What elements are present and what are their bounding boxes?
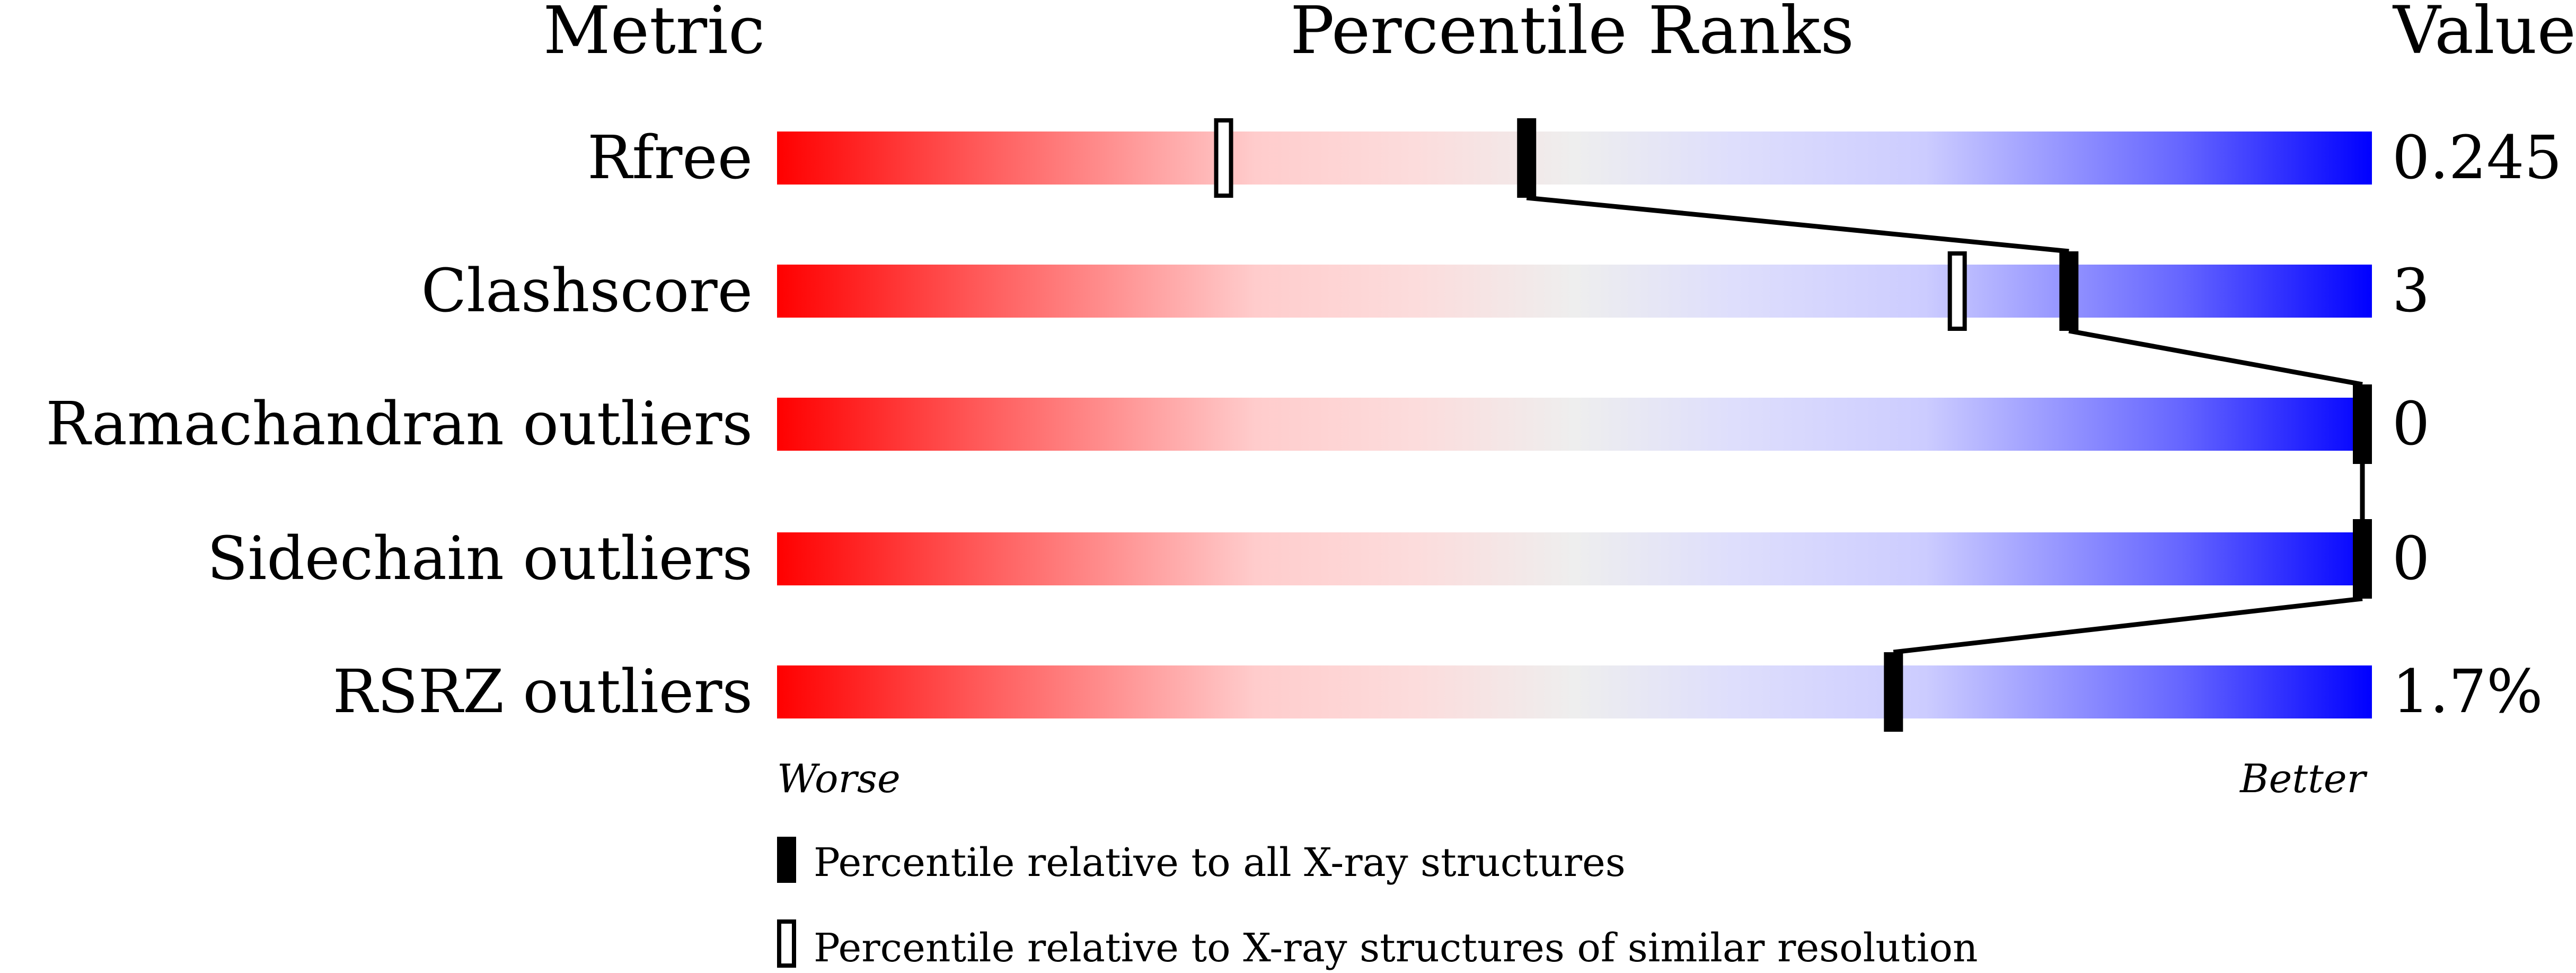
metric-label: RSRZ outliers <box>333 658 753 726</box>
legend-open-marker <box>777 919 796 968</box>
similar-resolution-marker <box>1214 118 1233 198</box>
header-value: Value <box>2392 0 2576 69</box>
header-metric: Metric <box>543 0 765 69</box>
all-structures-marker <box>2353 519 2372 599</box>
better-label: Better <box>2239 756 2368 802</box>
legend-filled-marker <box>777 837 796 883</box>
all-structures-marker <box>2353 384 2372 464</box>
similar-resolution-marker <box>1947 251 1967 331</box>
all-structures-marker <box>2059 251 2079 331</box>
connector-line <box>1526 195 2069 254</box>
legend-open-label: Percentile relative to X-ray structures … <box>814 925 1978 971</box>
legend-filled-label: Percentile relative to all X-ray structu… <box>814 840 1626 886</box>
metric-label: Clashscore <box>421 257 753 326</box>
connector-line <box>2068 328 2363 387</box>
all-structures-marker <box>1884 652 1903 732</box>
worse-label: Worse <box>777 756 901 802</box>
percentile-bar <box>777 665 2372 718</box>
metric-value: 0 <box>2392 524 2430 593</box>
percentile-bar <box>777 132 2372 185</box>
all-structures-marker <box>1517 118 1537 198</box>
metric-label: Rfree <box>587 124 753 192</box>
metric-value: 0 <box>2392 390 2430 459</box>
metric-value: 3 <box>2392 257 2430 326</box>
metric-value: 0.245 <box>2392 124 2562 192</box>
metric-value: 1.7% <box>2392 658 2543 726</box>
header-percentile-ranks: Percentile Ranks <box>1290 0 1854 69</box>
percentile-bar <box>777 398 2372 451</box>
metric-label: Sidechain outliers <box>207 524 753 593</box>
connector-line <box>1893 596 2363 655</box>
percentile-bar <box>777 265 2372 318</box>
metric-label: Ramachandran outliers <box>46 390 753 459</box>
percentile-bar <box>777 532 2372 585</box>
